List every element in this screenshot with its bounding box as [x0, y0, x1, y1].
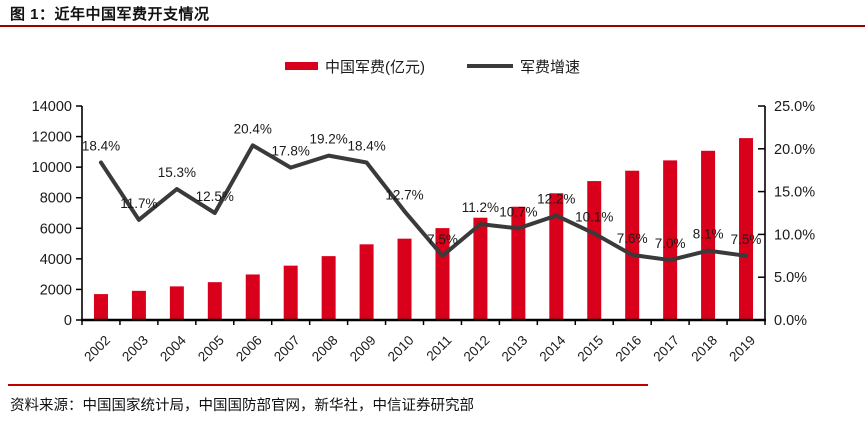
bar-2005 [207, 282, 222, 320]
growth-point-label: 11.7% [120, 196, 157, 211]
bar-2010 [397, 238, 412, 320]
x-axis-year-label: 2004 [157, 332, 189, 364]
bar-2003 [131, 290, 146, 320]
right-axis-tick-label: 25.0% [774, 99, 815, 115]
x-axis-year-label: 2015 [575, 333, 607, 365]
bar-2012 [473, 217, 488, 320]
bar-2006 [245, 274, 260, 320]
growth-point-label: 11.2% [462, 200, 499, 215]
growth-point-label: 8.1% [693, 227, 724, 242]
x-axis-year-label: 2017 [650, 333, 682, 365]
combo-chart: 0 2000 4000 6000 8000 10000 12000 14000 0.0% 5.0%… [32, 99, 816, 365]
footer-divider [8, 384, 648, 386]
growth-point-label: 7.5% [731, 232, 762, 247]
bar-2008 [321, 256, 336, 320]
growth-point-label: 15.3% [158, 165, 196, 180]
chart-legend: 中国军费(亿元) 军费增速 [0, 55, 865, 77]
bar-series-label: 中国军费(亿元) [324, 58, 425, 76]
right-axis-tick-label: 5.0% [774, 270, 807, 286]
x-axis-year-label: 2018 [688, 333, 720, 365]
bar-2002 [93, 294, 108, 320]
bar-2009 [359, 244, 374, 320]
growth-line [98, 143, 749, 263]
x-axis-year-label: 2007 [271, 333, 303, 365]
x-axis-year-label: 2010 [385, 333, 417, 365]
bar-2016 [625, 170, 640, 320]
growth-point-label: 7.6% [617, 231, 648, 246]
bar-2019 [739, 138, 754, 320]
left-axis-tick-label: 4000 [40, 252, 72, 268]
bar-2018 [701, 150, 716, 320]
left-axis-tick-label: 14000 [32, 99, 72, 115]
bar-2017 [663, 160, 678, 320]
growth-point-label: 7.0% [655, 236, 686, 251]
figure-title: 图 1：近年中国军费开支情况 [10, 6, 210, 23]
x-axis-year-label: 2003 [119, 333, 151, 365]
x-axis-year-label: 2011 [423, 333, 454, 364]
bar-2013 [511, 206, 526, 320]
x-axis-year-label: 2013 [499, 333, 531, 365]
source-note: 资料来源：中国国家统计局，中国国防部官网，新华社，中信证券研究部 [10, 398, 474, 414]
bar-2014 [549, 193, 564, 320]
bar-2015 [587, 181, 602, 320]
title-divider [0, 25, 865, 27]
right-axis-tick-label: 0.0% [774, 313, 807, 329]
x-axis-year-label: 2008 [309, 333, 341, 365]
bar-series-swatch-icon [284, 62, 318, 70]
right-axis-tick-label: 20.0% [774, 142, 815, 158]
left-axis-tick-label: 10000 [32, 160, 72, 176]
x-axis-year-label: 2016 [612, 333, 644, 365]
growth-point-label: 12.2% [537, 192, 575, 207]
bar-2007 [283, 265, 298, 320]
legend-item-bar-series: 中国军费(亿元) [284, 56, 425, 77]
left-axis-tick-label: 0 [64, 313, 72, 329]
growth-point-label: 20.4% [234, 121, 272, 136]
right-axis-tick-label: 15.0% [774, 185, 815, 201]
bar-2004 [169, 286, 184, 320]
x-axis-year-label: 2006 [233, 333, 265, 365]
line-series-swatch-icon [466, 64, 513, 68]
legend-item-line-series: 军费增速 [466, 56, 580, 77]
growth-point-label: 12.7% [385, 187, 423, 202]
left-axis-tick-label: 2000 [40, 282, 72, 298]
x-axis-year-label: 2002 [81, 333, 113, 365]
left-axis-tick-label: 8000 [40, 191, 72, 207]
left-axis-tick-label: 12000 [32, 130, 72, 146]
growth-point-label: 18.4% [347, 138, 385, 153]
growth-point-label: 18.4% [82, 138, 120, 153]
right-axis-tick-label: 10.0% [774, 227, 815, 243]
x-axis-year-label: 2009 [347, 333, 379, 365]
x-axis-year-label: 2012 [461, 333, 493, 365]
growth-point-label: 17.8% [272, 144, 310, 159]
x-axis-year-label: 2005 [195, 333, 227, 365]
left-axis-tick-label: 6000 [40, 221, 72, 237]
growth-point-label: 10.1% [575, 210, 613, 225]
growth-point-label: 12.5% [196, 189, 234, 204]
growth-point-label: 7.5% [427, 232, 458, 247]
growth-point-label: 19.2% [309, 132, 347, 147]
line-series-label: 军费增速 [519, 58, 580, 76]
x-axis-year-label: 2014 [537, 332, 569, 364]
x-axis-year-label: 2019 [726, 333, 758, 365]
growth-point-label: 10.7% [499, 204, 537, 219]
